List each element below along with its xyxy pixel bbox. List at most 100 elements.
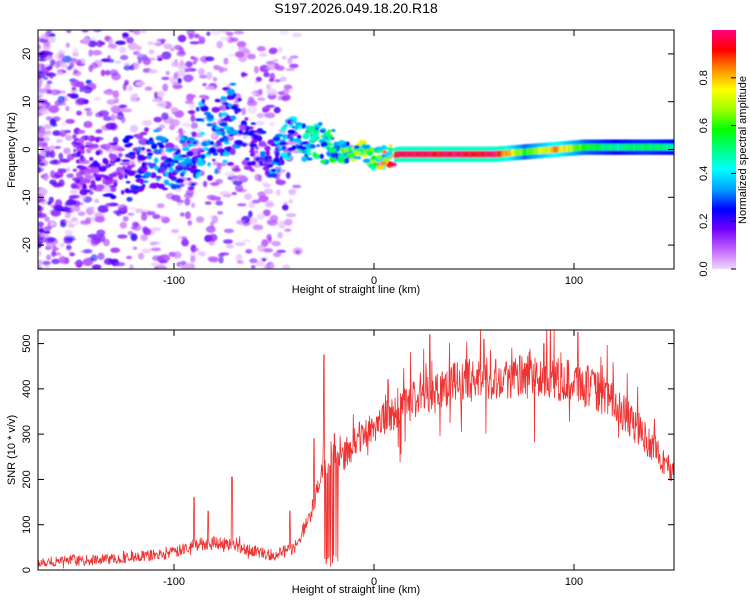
spectrogram-signal-blob (124, 173, 128, 179)
spectrogram-signal-blob (75, 178, 81, 184)
spectrogram-signal-blob (148, 162, 153, 166)
spectrogram-band-core (637, 143, 640, 151)
spectrogram-noise-blob (295, 249, 301, 255)
spectrogram-signal-blob (382, 157, 390, 163)
spectrogram-band-core (435, 150, 438, 158)
spectrogram-band-core (432, 150, 435, 158)
spectrogram-signal-blob (246, 162, 254, 166)
spectrogram-band-core (520, 148, 523, 156)
spectrogram-noise-blob (40, 110, 51, 115)
spectrogram-band-core (542, 147, 545, 154)
spectrogram-band-core (461, 150, 464, 158)
spectrogram-noise-blob (177, 34, 187, 43)
spectrogram-noise-blob (90, 254, 98, 262)
spectrogram-noise-blob (223, 239, 233, 245)
spectrogram-signal-blob (226, 95, 235, 100)
spectrogram-signal-blob (221, 130, 226, 137)
spectrogram-band-core (440, 150, 443, 158)
spectrogram-signal-blob (354, 145, 360, 149)
spectrogram-noise-blob (38, 140, 43, 148)
spectrogram-signal-blob (274, 134, 283, 137)
spectrogram-signal-blob (137, 146, 142, 153)
colorbar-tick-label: 0.0 (698, 261, 710, 276)
spectrogram-band-core (662, 143, 665, 151)
spectrogram-xtick-label: 100 (565, 275, 583, 287)
spectrogram-band-core (570, 144, 573, 152)
spectrogram-noise-blob (190, 255, 196, 263)
spectrogram-noise-blob (234, 165, 240, 172)
spectrogram-band-core (595, 143, 598, 151)
spectrogram-noise-blob (60, 221, 67, 228)
spectrogram-noise-blob (50, 209, 62, 217)
spectrogram-noise-blob (162, 83, 169, 92)
spectrogram-band-core (653, 143, 656, 151)
spectrogram-noise-blob (196, 142, 202, 149)
spectrogram-noise-blob (47, 36, 56, 43)
spectrogram-noise-blob (281, 56, 287, 60)
spectrogram-signal-blob (174, 151, 179, 155)
spectrogram-noise-blob (272, 59, 279, 63)
spectrogram-signal-blob (127, 170, 136, 176)
chart-title: S197.2026.049.18.20.R18 (274, 0, 438, 16)
spectrogram-noise-blob (144, 86, 153, 91)
spectrogram-noise-blob (52, 130, 61, 136)
spectrogram-noise-blob (38, 104, 47, 108)
spectrogram-noise-blob (130, 124, 138, 133)
spectrogram-signal-blob (110, 186, 117, 192)
spectrogram-band-core (442, 150, 445, 158)
spectrogram-noise-blob (177, 62, 188, 70)
spectrogram-band-core (458, 150, 461, 158)
spectrogram-signal-blob (214, 168, 219, 175)
spectrogram-band-core (654, 143, 657, 151)
spectrogram-signal-blob (132, 189, 139, 195)
spectrogram-signal-blob (190, 182, 196, 187)
spectrogram-band-core (478, 150, 481, 158)
spectrogram-band-core (587, 143, 590, 151)
spectrogram-signal-blob (239, 124, 247, 131)
spectrogram-noise-blob (76, 97, 87, 105)
spectrogram-band-core (568, 145, 571, 152)
spectrogram-signal-blob (348, 158, 358, 162)
spectrogram-band-core (395, 151, 398, 159)
spectrogram-signal-blob (216, 148, 222, 153)
spectrogram-noise-blob (266, 83, 271, 90)
spectrogram-signal-blob (79, 170, 85, 175)
spectrogram-band-core (445, 150, 448, 158)
spectrogram-band-core (429, 150, 432, 158)
spectrogram-noise-blob (126, 207, 138, 210)
spectrogram-noise-blob (140, 234, 148, 242)
spectrogram-signal-blob (184, 157, 192, 163)
spectrogram-noise-blob (89, 157, 94, 161)
spectrogram-band-core (536, 147, 539, 155)
spectrogram-signal-blob (181, 137, 185, 141)
spectrogram-signal-blob (141, 147, 146, 151)
spectrogram-noise-blob (211, 215, 219, 224)
spectrogram-band-core (635, 143, 638, 151)
spectrogram-band-core (522, 148, 525, 156)
snr-xtick-label: -100 (163, 576, 185, 588)
spectrogram-band-core (578, 144, 581, 151)
spectrogram-band-core (611, 143, 614, 151)
spectrogram-signal-blob (87, 135, 92, 141)
spectrogram-band-core (486, 150, 489, 158)
spectrogram-band-core (462, 150, 465, 158)
spectrogram-band-core (483, 150, 486, 158)
snr-panel: -100 0 100 0 100 200 300 400 500 Height of strai… (6, 329, 675, 596)
spectrogram-signal-blob (249, 143, 258, 148)
spectrogram-band-core (667, 143, 670, 151)
spectrogram-noise-blob (49, 221, 56, 226)
spectrogram-noise-blob (215, 200, 223, 206)
spectrogram-signal-blob (286, 119, 295, 125)
spectrogram-band-core (416, 150, 419, 158)
spectrogram-band-core (594, 143, 597, 151)
spectrogram-noise-blob (141, 248, 152, 254)
spectrogram-signal-blob (85, 141, 93, 146)
spectrogram-band-core (426, 150, 429, 158)
spectrogram-band-core (448, 150, 451, 158)
spectrogram-signal-blob (150, 172, 157, 179)
spectrogram-noise-blob (71, 87, 76, 91)
spectrogram-noise-blob (220, 162, 227, 167)
spectrogram-signal-blob (173, 159, 179, 164)
spectrogram-noise-blob (65, 199, 77, 206)
spectrogram-noise-blob (257, 244, 266, 252)
